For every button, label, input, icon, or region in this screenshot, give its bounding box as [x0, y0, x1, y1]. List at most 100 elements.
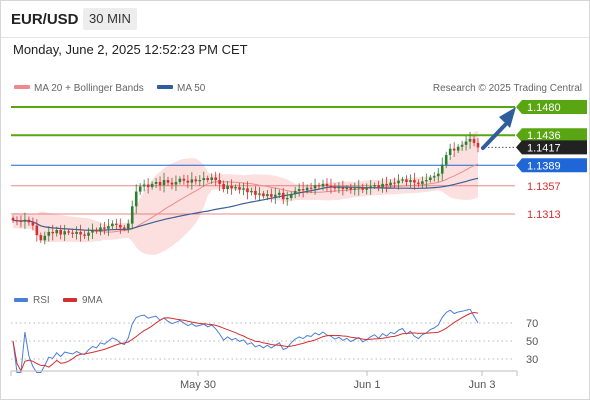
candle	[440, 157, 444, 181]
candle	[452, 142, 456, 157]
candle	[91, 223, 94, 239]
candle	[393, 177, 396, 189]
candle	[194, 176, 198, 185]
candle	[409, 174, 412, 188]
candle	[250, 187, 253, 196]
candle	[373, 182, 376, 190]
candle	[432, 172, 436, 182]
candle	[266, 190, 269, 201]
candle	[444, 151, 448, 168]
candle	[166, 176, 170, 186]
candle	[274, 187, 277, 204]
candle	[111, 220, 114, 230]
timeframe-button[interactable]: 30 MIN	[83, 8, 137, 30]
candle	[87, 227, 90, 241]
candle	[19, 215, 23, 228]
rsi-line	[12, 308, 479, 373]
candle	[146, 178, 150, 194]
candle	[242, 182, 245, 196]
candle	[365, 183, 369, 195]
rsi-panel: 30 50 70	[11, 308, 538, 373]
candle	[285, 191, 289, 206]
ma50-line	[12, 177, 479, 231]
candle	[234, 184, 237, 191]
candle	[107, 218, 110, 236]
candle	[210, 173, 214, 185]
candle	[130, 200, 134, 230]
candle	[289, 191, 293, 201]
candle	[333, 183, 337, 192]
candle	[448, 143, 452, 160]
x-tick-label: Jun 3	[469, 379, 496, 391]
candle	[51, 224, 55, 241]
candle	[119, 218, 122, 234]
candle	[321, 179, 325, 191]
rsi-tick-label: 70	[526, 318, 538, 330]
candles	[11, 131, 480, 245]
candle	[472, 135, 476, 147]
candle	[95, 227, 98, 234]
candle	[413, 172, 416, 190]
candle	[401, 176, 404, 184]
candle	[31, 217, 35, 231]
candle	[154, 177, 158, 188]
candle	[254, 186, 257, 200]
candle	[421, 176, 424, 189]
legend-swatch-ma20	[14, 85, 30, 89]
candle	[385, 176, 388, 193]
forecast-arrow	[481, 107, 516, 150]
candle	[11, 215, 15, 223]
candle	[226, 180, 229, 194]
candle	[238, 182, 241, 194]
rsi-ma-line	[12, 311, 479, 373]
candle	[281, 187, 285, 205]
moving-averages	[12, 163, 479, 233]
candle	[429, 174, 432, 183]
candle	[71, 228, 74, 238]
candle	[277, 189, 281, 199]
bollinger-band	[13, 130, 478, 255]
legend-rsi-label: RSI	[33, 295, 50, 306]
candle	[345, 185, 349, 192]
candle	[190, 172, 194, 190]
candle	[325, 178, 329, 192]
candle	[182, 174, 186, 185]
candle	[27, 216, 31, 226]
candle	[317, 182, 321, 190]
candle	[230, 179, 233, 195]
candle	[341, 180, 345, 196]
candle	[35, 219, 39, 242]
candle	[262, 190, 265, 199]
level-label-1.1417: 1.1417	[516, 140, 587, 155]
candle	[436, 167, 440, 182]
level-label-1.1389: 1.1389	[516, 158, 587, 173]
legend-ma20-label: MA 20 + Bollinger Bands	[34, 83, 144, 94]
svg-text:1.1480: 1.1480	[527, 102, 561, 114]
chart-datetime: Monday, June 2, 2025 12:52:23 PM CET	[13, 42, 248, 57]
candle	[377, 181, 380, 192]
candle	[353, 182, 357, 196]
candle	[460, 140, 464, 151]
candle	[198, 175, 202, 187]
candle	[162, 172, 166, 193]
candle	[122, 224, 126, 232]
legend-swatch-rsi	[14, 298, 28, 302]
forecast-arrow-icon	[481, 107, 516, 150]
candle	[202, 171, 206, 187]
candle	[337, 182, 341, 194]
svg-text:1.1389: 1.1389	[527, 160, 561, 172]
candle	[293, 186, 297, 199]
candle	[464, 135, 468, 151]
candle	[361, 183, 365, 193]
level-label-1.1480: 1.1480	[516, 100, 587, 114]
candle	[381, 178, 384, 193]
svg-text:1.1417: 1.1417	[527, 142, 561, 154]
candle	[389, 179, 392, 189]
candle	[43, 231, 47, 245]
legend-swatch-rsi-ma	[63, 298, 77, 302]
candle	[297, 183, 301, 197]
level-label-1.1436: 1.1436	[516, 128, 587, 143]
candle	[55, 226, 59, 237]
candle	[246, 181, 249, 200]
